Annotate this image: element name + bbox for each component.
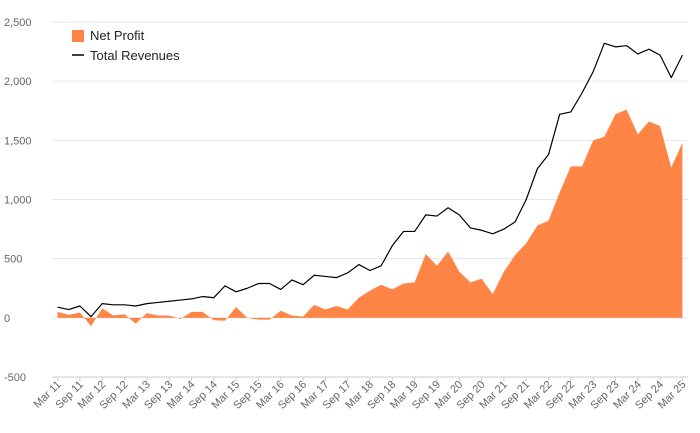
y-tick-label: 1,500: [4, 135, 32, 147]
y-tick-label: 2,000: [4, 76, 32, 88]
series-net-profit-area: [57, 109, 683, 327]
legend-label-total-revenues: Total Revenues: [90, 48, 180, 63]
legend-label-net-profit: Net Profit: [90, 28, 145, 43]
y-tick-label: -500: [4, 372, 26, 384]
total-revenues-line: [57, 42, 683, 318]
net-profit-area: [57, 109, 683, 327]
legend-item-total-revenues: Total Revenues: [72, 48, 180, 63]
y-tick-label: 1,000: [4, 195, 32, 207]
y-tick-label: 2,500: [4, 17, 32, 29]
y-tick-label: 500: [4, 254, 22, 266]
legend: Net Profit Total Revenues: [72, 28, 180, 63]
legend-swatch-net-profit: [72, 30, 84, 42]
y-tick-label: 0: [4, 313, 10, 325]
legend-item-net-profit: Net Profit: [72, 28, 145, 43]
y-axis: -500 0 500 1,000 1,500 2,000 2,500: [4, 17, 32, 384]
series-total-revenues-line: [57, 42, 683, 318]
